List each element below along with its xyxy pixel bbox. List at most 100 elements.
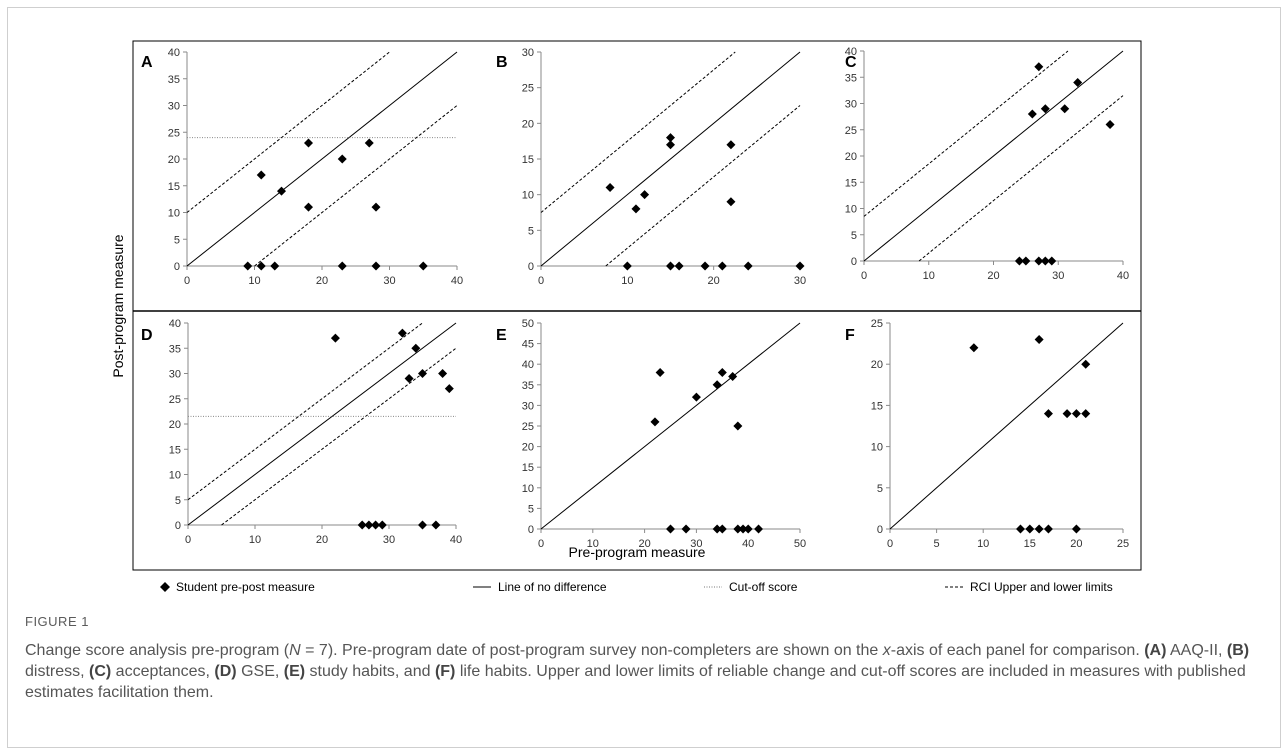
caption-part: (D) xyxy=(214,663,237,680)
data-point xyxy=(256,261,266,271)
x-tick-label: 0 xyxy=(538,538,544,550)
data-point xyxy=(444,384,454,394)
data-point xyxy=(371,261,381,271)
x-tick-label: 20 xyxy=(708,275,720,287)
y-tick-label: 20 xyxy=(522,442,534,454)
x-tick-label: 20 xyxy=(987,270,999,282)
y-tick-label: 0 xyxy=(877,524,883,536)
y-tick-label: 50 xyxy=(522,318,534,330)
y-tick-label: 10 xyxy=(871,442,883,454)
figure-label: FIGURE 1 xyxy=(25,614,89,629)
x-tick-label: 30 xyxy=(383,275,395,287)
data-point xyxy=(337,154,347,164)
y-tick-label: 10 xyxy=(845,204,857,216)
y-tick-label: 25 xyxy=(845,125,857,137)
y-tick-label: 40 xyxy=(522,359,534,371)
y-tick-label: 40 xyxy=(845,46,857,58)
data-point xyxy=(743,261,753,271)
panel-label: E xyxy=(496,327,507,344)
y-tick-label: 40 xyxy=(168,47,180,59)
x-tick-label: 10 xyxy=(248,275,260,287)
y-tick-label: 15 xyxy=(169,444,181,456)
data-point xyxy=(377,520,387,530)
data-point xyxy=(1081,359,1091,369)
data-point xyxy=(1047,256,1057,266)
y-tick-label: 5 xyxy=(528,225,534,237)
data-point xyxy=(411,343,421,353)
data-point xyxy=(1043,409,1053,419)
y-tick-label: 15 xyxy=(871,400,883,412)
x-tick-label: 40 xyxy=(450,534,462,546)
data-point xyxy=(371,520,381,530)
data-point xyxy=(640,190,650,200)
data-point xyxy=(712,524,722,534)
y-tick-label: 25 xyxy=(169,394,181,406)
x-tick-label: 20 xyxy=(316,534,328,546)
data-point xyxy=(655,367,665,377)
y-tick-label: 15 xyxy=(522,154,534,166)
data-point xyxy=(795,261,805,271)
figure-frame xyxy=(7,7,1281,748)
caption-part: = 7). Pre-program date of post-program s… xyxy=(300,642,883,659)
data-point xyxy=(364,520,374,530)
y-tick-label: 5 xyxy=(174,234,180,246)
panel-label: D xyxy=(141,327,153,344)
rci-lower-line xyxy=(221,347,457,526)
y-tick-label: 20 xyxy=(871,359,883,371)
y-tick-label: 0 xyxy=(528,524,534,536)
data-point xyxy=(650,417,660,427)
panel-a: A 0 5 10 15 20 25 30 35 40 0 10 20 30 40 xyxy=(141,47,463,287)
y-tick-label: 0 xyxy=(174,261,180,273)
y-tick-label: 25 xyxy=(522,83,534,95)
y-tick-label: 10 xyxy=(169,470,181,482)
chart-border xyxy=(132,40,1142,571)
identity-line xyxy=(889,322,1124,530)
y-tick-label: 30 xyxy=(522,47,534,59)
data-point xyxy=(666,140,675,150)
caption-part: N xyxy=(289,642,301,659)
data-point xyxy=(371,202,381,212)
y-tick-label: 35 xyxy=(168,74,180,86)
panel-e: E 0 5 10 15 20 25 30 35 40 45 50 0 10 20 30 40 50 xyxy=(496,318,806,550)
y-tick-label: 5 xyxy=(175,495,181,507)
identity-line xyxy=(187,322,457,526)
panel-f: F 0 5 10 15 20 25 0 5 10 15 20 25 xyxy=(845,318,1129,550)
panel-label: A xyxy=(141,54,153,71)
data-point xyxy=(1081,409,1091,419)
x-tick-label: 0 xyxy=(887,538,893,550)
data-point xyxy=(418,261,428,271)
caption-part: -axis of each panel for comparison. xyxy=(890,642,1145,659)
y-tick-label: 5 xyxy=(877,483,883,495)
y-tick-label: 15 xyxy=(168,181,180,193)
caption-part: x xyxy=(882,642,891,659)
data-point xyxy=(256,170,266,180)
rci-upper-line xyxy=(863,50,1069,217)
data-point xyxy=(700,261,710,271)
data-point xyxy=(330,333,340,343)
y-tick-label: 10 xyxy=(168,208,180,220)
identity-line xyxy=(186,51,458,267)
data-point xyxy=(1073,78,1083,87)
data-point xyxy=(1034,256,1044,266)
y-tick-label: 30 xyxy=(169,369,181,381)
identity-line xyxy=(863,50,1124,262)
y-tick-label: 35 xyxy=(845,72,857,84)
x-tick-label: 30 xyxy=(794,275,806,287)
data-point xyxy=(1034,524,1044,534)
data-point xyxy=(1025,524,1035,534)
data-point xyxy=(1034,62,1044,72)
data-point xyxy=(1071,524,1081,534)
y-tick-label: 30 xyxy=(168,101,180,113)
legend-label: Line of no difference xyxy=(498,580,607,594)
x-tick-label: 30 xyxy=(383,534,395,546)
data-point xyxy=(397,328,407,338)
rci-upper-line xyxy=(186,51,390,213)
data-point xyxy=(357,520,367,530)
caption-part: (F) xyxy=(434,663,456,680)
rci-lower-line xyxy=(254,105,458,267)
data-point xyxy=(712,380,722,390)
y-axis-title: Post-program measure xyxy=(110,234,126,377)
rci-lower-line xyxy=(605,105,801,267)
data-point xyxy=(1015,524,1025,534)
y-tick-label: 15 xyxy=(522,462,534,474)
